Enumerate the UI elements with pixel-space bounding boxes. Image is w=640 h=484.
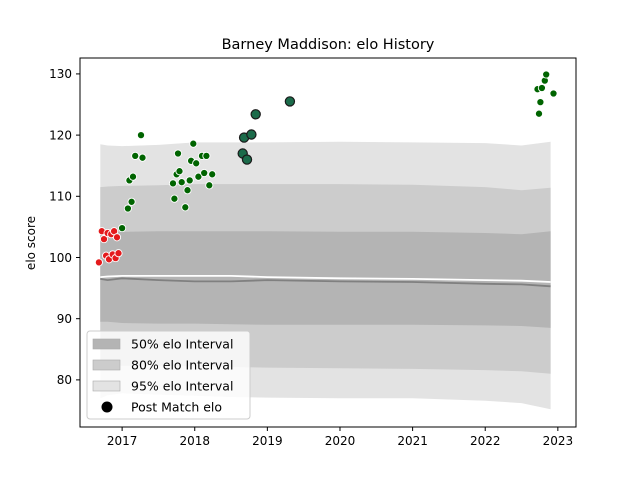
elo-point-win [192, 159, 201, 168]
legend: 50% elo Interval 80% elo Interval 95% elo … [86, 330, 251, 420]
y-tick-label: 130 [49, 67, 72, 81]
elo-point-win [175, 167, 184, 176]
elo-point-big-win [241, 154, 253, 165]
legend-frame [86, 330, 251, 420]
elo-point-win [185, 176, 194, 185]
x-tick-label: 2019 [252, 434, 283, 448]
elo-point-win [181, 203, 190, 212]
elo-point-win [536, 98, 545, 107]
y-tick-label: 120 [49, 128, 72, 142]
elo-point-win [183, 186, 192, 195]
legend-marker-icon [101, 401, 113, 413]
y-tick-label: 100 [49, 251, 72, 265]
legend-swatch-band50 [92, 338, 121, 350]
y-tick-label: 80 [57, 373, 72, 387]
elo-point-win [173, 149, 183, 158]
elo-point-win [127, 197, 136, 206]
legend-swatch-band95 [92, 380, 121, 392]
elo-point-win [118, 224, 127, 233]
elo-point-win [177, 178, 186, 187]
band-50-interval [100, 231, 551, 328]
elo-point-win [136, 131, 146, 140]
axes-frame [79, 57, 577, 428]
elo-point-win [542, 70, 551, 79]
elo-point-win [202, 151, 211, 160]
x-tick-label: 2023 [543, 434, 574, 448]
elo-point-win [170, 194, 179, 203]
y-axis-label: elo score [24, 216, 38, 270]
elo-point-win [549, 89, 558, 98]
elo-point-win [200, 168, 209, 178]
elo-point-big-win [246, 129, 257, 140]
elo-point-win [205, 181, 214, 190]
elo-point-win [534, 109, 544, 118]
x-tick-label: 2022 [470, 434, 501, 448]
elo-point-win [189, 139, 198, 148]
elo-point-win [537, 83, 546, 93]
legend-swatch-band80 [92, 359, 121, 371]
x-tick-label: 2020 [325, 434, 356, 448]
legend-label: 80% elo Interval [131, 358, 233, 373]
elo-point-win [131, 151, 140, 160]
elo-point-win [138, 153, 147, 162]
x-tick-label: 2021 [397, 434, 428, 448]
elo-point-win [194, 172, 203, 181]
elo-point-loss [114, 249, 123, 258]
legend-label: Post Match elo [131, 400, 222, 415]
y-tick-label: 110 [49, 190, 72, 204]
legend-label: 50% elo Interval [131, 337, 233, 352]
y-tick-label: 90 [57, 312, 72, 326]
chart-title: Barney Maddison: elo History [222, 37, 435, 53]
elo-point-win [128, 172, 138, 181]
x-tick-label: 2018 [179, 434, 210, 448]
elo-point-loss [112, 233, 122, 242]
elo-point-win [168, 179, 178, 188]
elo-point-loss [94, 258, 103, 267]
elo-point-big-win [284, 96, 296, 107]
elo-point-win [123, 204, 132, 213]
median-elo-line [100, 277, 551, 288]
elo-point-big-win [250, 109, 261, 120]
elo-point-win [208, 170, 217, 179]
legend-label: 95% elo Interval [131, 379, 233, 394]
elo-point-loss [99, 235, 109, 244]
mean-elo-line [100, 275, 551, 283]
x-tick-label: 2017 [107, 434, 138, 448]
